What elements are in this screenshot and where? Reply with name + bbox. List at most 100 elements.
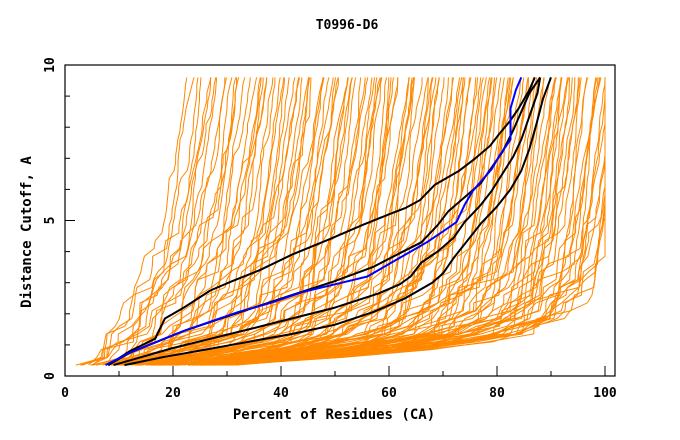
background-model-line	[121, 77, 349, 366]
background-model-line	[160, 77, 415, 366]
background-model-line	[90, 77, 246, 366]
background-model-line	[197, 77, 493, 366]
x-tick-label: 40	[273, 386, 289, 401]
blue-model-line	[105, 77, 523, 366]
background-model-line	[188, 77, 498, 366]
y-tick-label: 5	[43, 217, 58, 225]
background-model-line	[126, 77, 285, 366]
background-model-line	[230, 77, 597, 366]
background-model-line	[121, 77, 349, 366]
background-model-line	[134, 77, 349, 366]
background-model-line	[158, 77, 461, 366]
background-model-line	[108, 77, 264, 366]
background-model-line	[138, 77, 309, 366]
background-model-line	[119, 77, 336, 366]
background-model-line	[149, 77, 362, 366]
background-model-line	[230, 77, 601, 366]
background-model-line	[121, 77, 276, 366]
background-model-line	[193, 77, 522, 366]
chart-title: T0996-D6	[316, 18, 379, 33]
background-model-line	[88, 77, 217, 366]
background-model-line	[154, 77, 392, 366]
background-model-line	[200, 77, 571, 366]
background-model-line	[210, 77, 588, 366]
x-axis-ticks: 0 20 40 60 80 100	[61, 366, 617, 401]
background-model-line	[90, 77, 218, 366]
background-model-line	[232, 77, 606, 366]
background-model-line	[209, 77, 525, 366]
background-model-line	[177, 77, 509, 366]
background-model-line	[136, 77, 339, 366]
background-model-line	[125, 77, 325, 366]
background-model-line	[197, 77, 505, 366]
background-model-line	[217, 77, 562, 366]
background-model-line	[169, 77, 470, 366]
background-model-line	[122, 77, 303, 366]
x-tick-label: 100	[593, 386, 617, 401]
background-model-line	[172, 77, 449, 366]
background-model-line	[124, 77, 281, 366]
background-model-line	[159, 77, 463, 366]
y-axis-ticks: 0 5 10	[43, 57, 75, 380]
background-model-line	[224, 77, 579, 366]
background-model-line	[202, 77, 512, 366]
background-model-line	[102, 77, 227, 366]
background-model-line	[126, 77, 274, 366]
background-model-line	[119, 77, 330, 366]
background-model-line	[208, 77, 551, 366]
background-model-line	[168, 77, 440, 366]
background-model-line	[92, 77, 238, 366]
plot-area	[75, 76, 606, 367]
background-model-line	[194, 77, 502, 366]
background-model-line	[111, 77, 233, 366]
y-tick-label: 0	[43, 372, 58, 380]
background-model-line	[164, 77, 440, 366]
background-model-lines	[75, 77, 606, 366]
background-model-line	[121, 77, 334, 366]
background-model-line	[82, 77, 212, 366]
x-axis-label: Percent of Residues (CA)	[233, 407, 435, 423]
background-model-line	[136, 77, 353, 366]
background-model-line	[112, 77, 285, 366]
background-model-line	[111, 77, 268, 366]
background-model-line	[161, 77, 375, 366]
background-model-line	[140, 77, 381, 366]
background-model-line	[114, 77, 226, 366]
background-model-line	[201, 77, 529, 366]
background-model-line	[203, 77, 576, 366]
background-model-line	[158, 77, 378, 366]
x-tick-label: 80	[489, 386, 505, 401]
black-model-4-line	[124, 77, 552, 367]
background-model-line	[92, 77, 199, 366]
background-model-line	[79, 77, 195, 366]
x-tick-label: 0	[61, 386, 69, 401]
background-model-line	[188, 77, 562, 366]
background-model-line	[175, 77, 492, 366]
background-model-line	[123, 77, 324, 366]
background-model-line	[201, 77, 582, 366]
background-model-line	[161, 77, 415, 366]
background-model-line	[163, 77, 415, 366]
background-model-line	[212, 77, 606, 366]
background-model-line	[159, 77, 369, 366]
background-model-line	[203, 77, 556, 366]
background-model-line	[118, 77, 268, 366]
background-model-line	[151, 77, 410, 366]
x-tick-label: 20	[165, 386, 181, 401]
background-model-line	[146, 77, 366, 366]
x-tick-label: 60	[381, 386, 397, 401]
y-axis-label: Distance Cutoff, A	[19, 156, 35, 308]
background-model-line	[152, 77, 410, 366]
y-tick-label: 10	[43, 57, 58, 73]
background-model-line	[213, 77, 545, 366]
highlighted-model-lines	[105, 76, 552, 367]
background-model-line	[200, 77, 538, 366]
background-model-line	[81, 77, 202, 366]
background-model-line	[161, 77, 382, 366]
background-model-line	[139, 77, 399, 366]
background-model-line	[153, 77, 445, 366]
background-model-line	[116, 77, 237, 366]
background-model-line	[200, 77, 588, 366]
background-model-line	[191, 77, 514, 366]
